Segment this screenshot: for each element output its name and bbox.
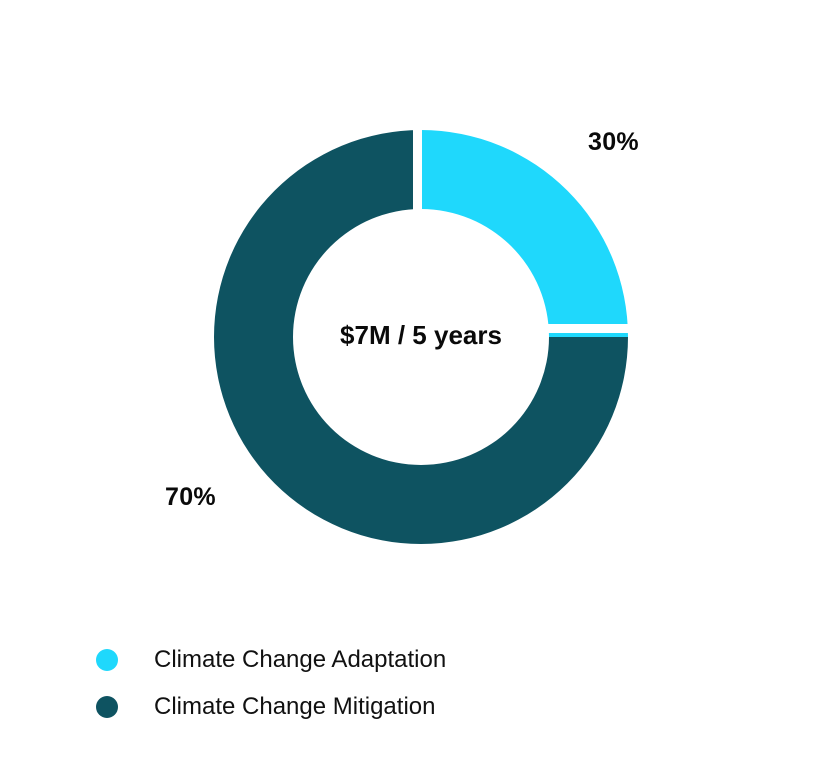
legend-swatch-icon	[96, 648, 118, 671]
donut-center-label: $7M / 5 years	[340, 320, 502, 350]
legend-item-mitigation[interactable]: Climate Change Mitigation	[96, 683, 446, 730]
legend-label: Climate Change Adaptation	[154, 645, 447, 673]
legend-label: Climate Change Mitigation	[154, 692, 436, 720]
adaptation-percent-label: 30%	[588, 128, 639, 156]
legend-swatch-icon	[96, 695, 118, 718]
segment-climate-change-adaptation[interactable]	[421, 130, 628, 337]
segment-gap-top	[413, 126, 422, 214]
chart-legend: Climate Change Adaptation Climate Change…	[96, 636, 446, 730]
segment-gap-right	[544, 324, 634, 333]
mitigation-percent-label: 70%	[165, 483, 216, 511]
legend-item-adaptation[interactable]: Climate Change Adaptation	[96, 636, 446, 683]
segment-climate-change-mitigation[interactable]	[214, 130, 628, 544]
